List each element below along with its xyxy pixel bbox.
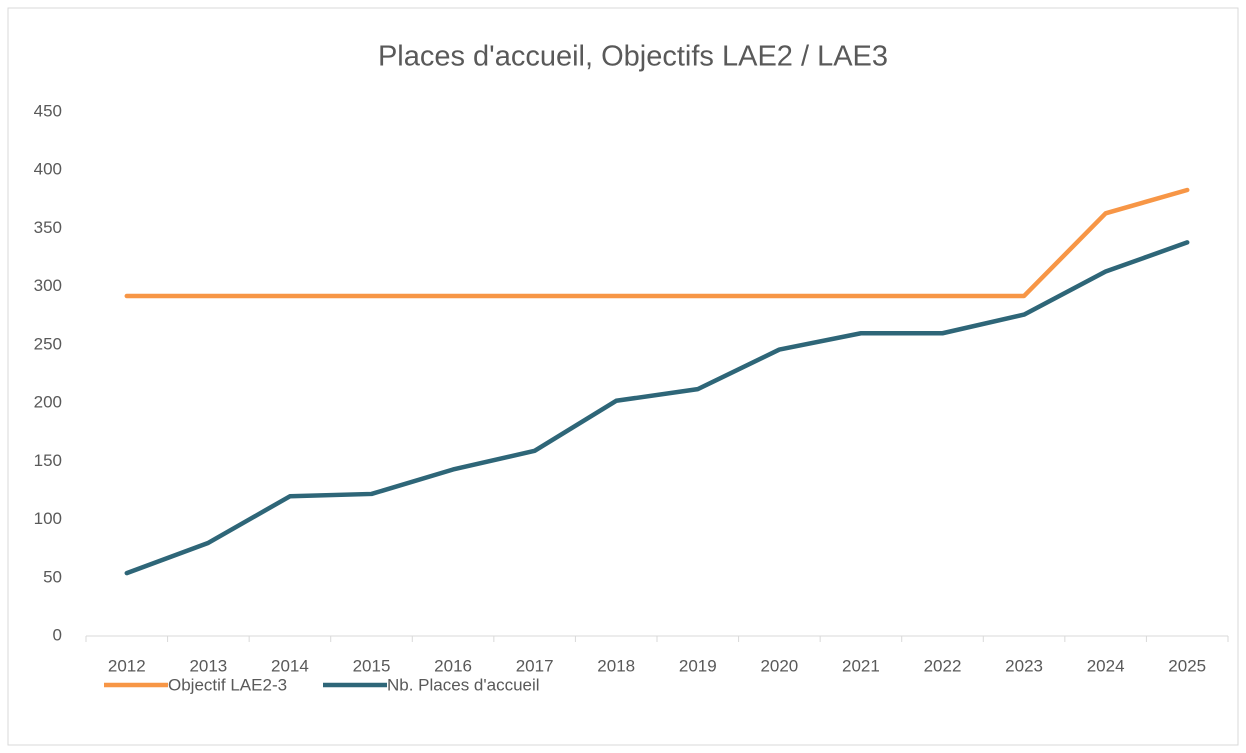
legend-label: Nb. Places d'accueil bbox=[387, 675, 540, 694]
y-tick-label: 450 bbox=[34, 101, 62, 120]
x-tick-label: 2025 bbox=[1168, 656, 1206, 675]
y-tick-label: 250 bbox=[34, 334, 62, 353]
line-series bbox=[124, 240, 1190, 576]
x-tick-label: 2017 bbox=[516, 656, 554, 675]
x-tick-label: 2020 bbox=[760, 656, 798, 675]
y-tick-label: 300 bbox=[34, 276, 62, 295]
x-tick-label: 2012 bbox=[108, 656, 146, 675]
x-tick-label: 2021 bbox=[842, 656, 880, 675]
x-tick-label: 2022 bbox=[924, 656, 962, 675]
x-tick-label: 2019 bbox=[679, 656, 717, 675]
chart-border bbox=[7, 7, 1239, 746]
y-tick-label: 400 bbox=[34, 160, 62, 179]
line-series bbox=[124, 187, 1190, 299]
y-tick-label: 350 bbox=[34, 218, 62, 237]
x-tick-label: 2016 bbox=[434, 656, 472, 675]
chart-title: Places d'accueil, Objectifs LAE2 / LAE3 bbox=[378, 41, 888, 73]
x-tick-label: 2015 bbox=[353, 656, 391, 675]
x-tick-label: 2014 bbox=[271, 656, 309, 675]
x-tick-label: 2023 bbox=[1005, 656, 1043, 675]
legend-label: Objectif LAE2-3 bbox=[168, 675, 287, 694]
y-tick-label: 100 bbox=[34, 509, 62, 528]
y-tick-label: 50 bbox=[43, 567, 62, 586]
y-tick-label: 200 bbox=[34, 393, 62, 412]
x-tick-label: 2013 bbox=[189, 656, 227, 675]
y-tick-label: 0 bbox=[53, 625, 62, 644]
y-tick-label: 150 bbox=[34, 451, 62, 470]
x-tick-label: 2018 bbox=[597, 656, 635, 675]
x-tick-label: 2024 bbox=[1087, 656, 1125, 675]
